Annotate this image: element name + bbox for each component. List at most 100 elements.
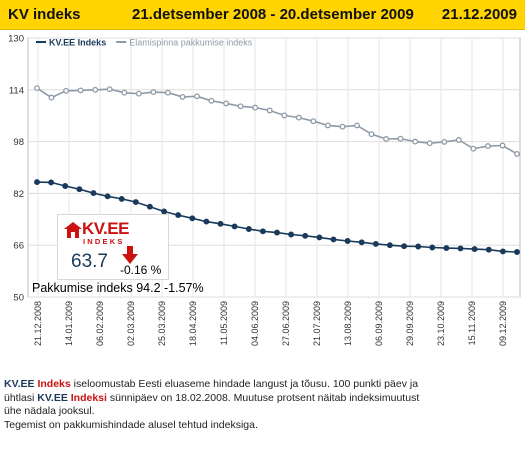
x-tick-label: 27.06.2009 bbox=[281, 301, 291, 346]
data-point bbox=[429, 244, 436, 251]
description: KV.EE Indeks iseloomustab Eesti eluaseme… bbox=[4, 378, 519, 432]
data-point bbox=[412, 138, 419, 145]
data-point bbox=[443, 245, 450, 252]
data-point bbox=[288, 231, 295, 238]
data-point bbox=[259, 228, 266, 235]
y-tick-label: 50 bbox=[13, 293, 24, 304]
brand-kv-2: KV.EE bbox=[37, 391, 68, 404]
description-text-1: iseloomustab Eesti eluaseme hindade lang… bbox=[70, 378, 419, 390]
data-point bbox=[330, 236, 337, 243]
brand-indeksi: Indeksi bbox=[70, 391, 107, 404]
data-point bbox=[132, 199, 139, 206]
data-point bbox=[426, 140, 433, 147]
data-point bbox=[310, 118, 317, 125]
date-range: 21.detsember 2008 - 20.detsember 2009 bbox=[132, 6, 414, 23]
data-point bbox=[266, 107, 273, 114]
data-point bbox=[514, 249, 520, 255]
data-point bbox=[455, 137, 462, 143]
description-line-1: KV.EE Indeks iseloomustab Eesti eluaseme… bbox=[4, 378, 519, 392]
index-info-box: KV.EE INDEKS 63.7 -0.16 % bbox=[57, 214, 169, 280]
data-point bbox=[358, 239, 365, 246]
data-point bbox=[316, 234, 323, 241]
data-point bbox=[76, 186, 83, 193]
data-point bbox=[295, 114, 302, 121]
data-point bbox=[77, 87, 84, 94]
data-point bbox=[118, 195, 125, 202]
x-tick-label: 25.03.2009 bbox=[157, 301, 167, 346]
data-point bbox=[485, 246, 492, 253]
x-tick-label: 15.11.2009 bbox=[467, 301, 477, 345]
x-tick-label: 13.08.2009 bbox=[343, 301, 353, 346]
data-point bbox=[179, 93, 186, 100]
data-point bbox=[252, 104, 259, 111]
data-point bbox=[514, 150, 520, 157]
description-text-2b: sünnipäev on 18.02.2008. Muutuse protsen… bbox=[106, 391, 420, 404]
description-line-3: ühe nädala jooksul. bbox=[4, 405, 95, 417]
data-point bbox=[48, 94, 55, 101]
data-point bbox=[237, 103, 244, 110]
data-point bbox=[484, 143, 491, 150]
x-tick-label: 21.07.2009 bbox=[312, 301, 322, 346]
description-line-2: ühtlasi KV.EE Indeksi sünnipäev on 18.02… bbox=[4, 392, 519, 406]
data-point bbox=[470, 145, 477, 152]
data-point bbox=[281, 112, 288, 119]
data-point bbox=[223, 100, 230, 107]
data-point bbox=[441, 138, 448, 145]
description-text-2a: ühtlasi bbox=[4, 391, 38, 404]
data-point bbox=[194, 93, 200, 100]
brand-indeks: Indeks bbox=[37, 378, 71, 390]
legend-label-0: KV.EE Indeks bbox=[49, 38, 106, 48]
pakkumise-index-summary: Pakkumise indeks 94.2 -1.57% bbox=[32, 281, 204, 295]
x-tick-label: 06.09.2009 bbox=[374, 301, 384, 346]
data-point bbox=[150, 89, 157, 96]
down-arrow-icon bbox=[122, 246, 138, 264]
data-point bbox=[324, 122, 331, 129]
data-point bbox=[499, 142, 506, 149]
data-point bbox=[164, 89, 171, 96]
data-point bbox=[121, 89, 128, 96]
data-point bbox=[161, 208, 168, 215]
x-tick-label: 06.02.2009 bbox=[95, 301, 105, 346]
data-point bbox=[34, 179, 40, 186]
y-tick-label: 66 bbox=[13, 241, 24, 252]
data-point bbox=[90, 190, 97, 197]
x-tick-label: 23.10.2009 bbox=[436, 301, 446, 346]
y-tick-label: 130 bbox=[8, 34, 24, 45]
data-point bbox=[397, 135, 404, 142]
logo-subtext: INDEKS bbox=[83, 237, 125, 246]
x-tick-label: 09.12.2009 bbox=[498, 301, 508, 346]
x-tick-label: 02.03.2009 bbox=[126, 301, 136, 346]
brand-kv: KV.EE bbox=[4, 378, 35, 390]
x-tick-label: 11.05.2009 bbox=[219, 301, 229, 345]
header-bar: KV indeks 21.detsember 2008 - 20.detsemb… bbox=[0, 0, 525, 30]
x-tick-label: 04.06.2009 bbox=[250, 301, 260, 346]
widget-title: KV indeks bbox=[8, 6, 81, 23]
data-point bbox=[231, 223, 238, 230]
data-point bbox=[189, 215, 196, 222]
data-point bbox=[471, 246, 478, 253]
data-point bbox=[63, 87, 70, 94]
x-tick-label: 14.01.2009 bbox=[64, 301, 74, 346]
data-point bbox=[386, 242, 393, 249]
data-point bbox=[135, 90, 142, 97]
legend-label-1: Elamispinna pakkumise indeks bbox=[129, 38, 253, 48]
data-point bbox=[146, 203, 153, 210]
data-point bbox=[175, 212, 182, 219]
logo-text: KV.EE bbox=[82, 219, 129, 238]
data-point bbox=[368, 131, 375, 138]
data-point bbox=[302, 232, 309, 239]
data-point bbox=[383, 136, 390, 142]
data-point bbox=[354, 122, 360, 129]
data-point bbox=[34, 85, 40, 92]
data-point bbox=[62, 183, 69, 189]
data-point bbox=[104, 193, 111, 200]
description-line-4: Tegemist on pakkumishindade alusel tehtu… bbox=[4, 418, 258, 431]
kv-logo: KV.EE INDEKS bbox=[64, 218, 144, 246]
data-point bbox=[203, 218, 210, 225]
house-icon bbox=[64, 222, 82, 238]
data-point bbox=[457, 245, 464, 252]
y-tick-label: 114 bbox=[9, 85, 24, 96]
data-point bbox=[217, 220, 224, 227]
data-point bbox=[339, 123, 346, 130]
